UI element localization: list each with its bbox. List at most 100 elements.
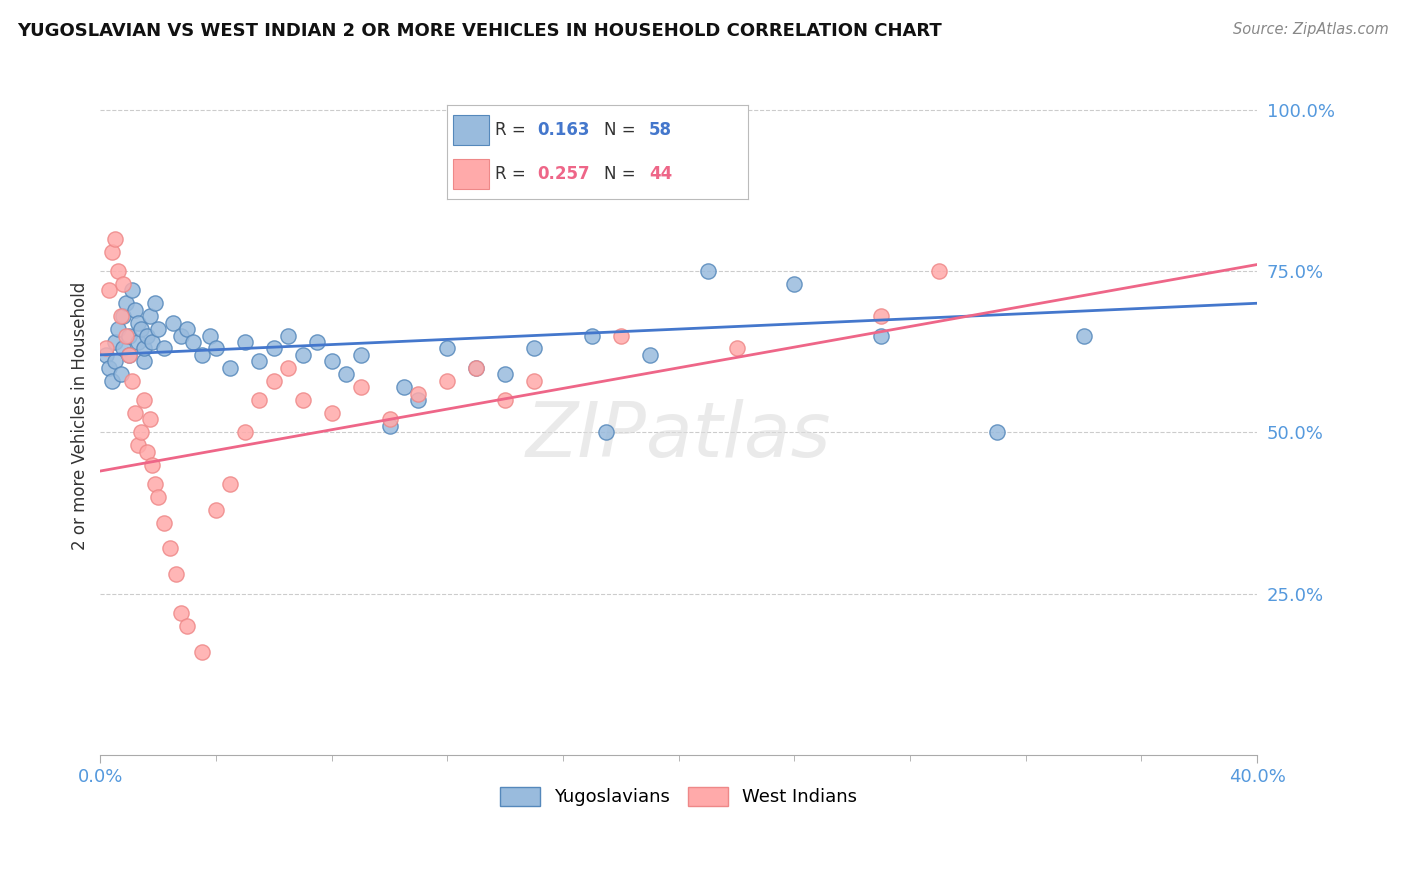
Point: [98, 360, 121, 375]
Point: [696, 264, 718, 278]
Point: [205, 342, 228, 356]
Point: [986, 425, 1008, 440]
Point: [321, 354, 343, 368]
Y-axis label: 2 or more Vehicles in Household: 2 or more Vehicles in Household: [72, 282, 89, 550]
Point: [107, 322, 129, 336]
Point: [219, 360, 242, 375]
Point: [349, 348, 371, 362]
Point: [349, 380, 371, 394]
Point: [200, 328, 222, 343]
Point: [127, 334, 149, 349]
Point: [494, 392, 516, 407]
Point: [94, 348, 117, 362]
Point: [928, 264, 950, 278]
Point: [148, 490, 170, 504]
Point: [104, 354, 127, 368]
Point: [112, 342, 135, 356]
Point: [378, 412, 401, 426]
Point: [378, 418, 401, 433]
Point: [112, 309, 135, 323]
Point: [159, 541, 181, 556]
Point: [307, 334, 329, 349]
Point: [610, 328, 633, 343]
Point: [190, 348, 212, 362]
Point: [115, 328, 138, 343]
Point: [277, 360, 299, 375]
Point: [112, 277, 135, 291]
Point: [190, 645, 212, 659]
Point: [110, 368, 132, 382]
Point: [668, 167, 690, 181]
Point: [118, 348, 141, 362]
Point: [870, 328, 893, 343]
Point: [725, 342, 748, 356]
Point: [523, 374, 546, 388]
Point: [127, 438, 149, 452]
Point: [104, 334, 127, 349]
Point: [181, 334, 204, 349]
Point: [98, 284, 121, 298]
Point: [124, 302, 146, 317]
Point: [436, 342, 458, 356]
Point: [247, 392, 270, 407]
Point: [124, 406, 146, 420]
Point: [291, 392, 314, 407]
Point: [165, 567, 187, 582]
Point: [219, 477, 242, 491]
Point: [132, 392, 155, 407]
Text: Source: ZipAtlas.com: Source: ZipAtlas.com: [1233, 22, 1389, 37]
Text: ZIPatlas: ZIPatlas: [526, 400, 831, 474]
Point: [118, 328, 141, 343]
Point: [408, 386, 430, 401]
Point: [110, 309, 132, 323]
Point: [1073, 328, 1095, 343]
Point: [138, 412, 160, 426]
Point: [523, 342, 546, 356]
Point: [143, 477, 166, 491]
Point: [118, 348, 141, 362]
Point: [233, 334, 256, 349]
Point: [465, 360, 488, 375]
Point: [176, 619, 198, 633]
Point: [141, 458, 163, 472]
Point: [247, 354, 270, 368]
Point: [148, 322, 170, 336]
Point: [141, 334, 163, 349]
Point: [138, 309, 160, 323]
Point: [129, 322, 152, 336]
Point: [94, 342, 117, 356]
Point: [170, 328, 193, 343]
Point: [263, 374, 285, 388]
Legend: Yugoslavians, West Indians: Yugoslavians, West Indians: [494, 780, 865, 814]
Point: [143, 296, 166, 310]
Point: [205, 502, 228, 516]
Point: [115, 296, 138, 310]
Point: [162, 316, 184, 330]
Point: [107, 264, 129, 278]
Point: [135, 328, 157, 343]
Point: [581, 328, 603, 343]
Point: [132, 354, 155, 368]
Point: [129, 425, 152, 440]
Point: [153, 516, 176, 530]
Point: [465, 360, 488, 375]
Point: [170, 606, 193, 620]
Point: [127, 316, 149, 330]
Point: [408, 392, 430, 407]
Point: [335, 368, 357, 382]
Point: [176, 322, 198, 336]
Point: [291, 348, 314, 362]
Point: [132, 342, 155, 356]
Point: [595, 425, 617, 440]
Point: [101, 244, 124, 259]
Point: [277, 328, 299, 343]
Point: [870, 309, 893, 323]
Point: [121, 284, 143, 298]
Point: [263, 342, 285, 356]
Point: [101, 374, 124, 388]
Text: YUGOSLAVIAN VS WEST INDIAN 2 OR MORE VEHICLES IN HOUSEHOLD CORRELATION CHART: YUGOSLAVIAN VS WEST INDIAN 2 OR MORE VEH…: [17, 22, 942, 40]
Point: [321, 406, 343, 420]
Point: [638, 348, 661, 362]
Point: [135, 444, 157, 458]
Point: [153, 342, 176, 356]
